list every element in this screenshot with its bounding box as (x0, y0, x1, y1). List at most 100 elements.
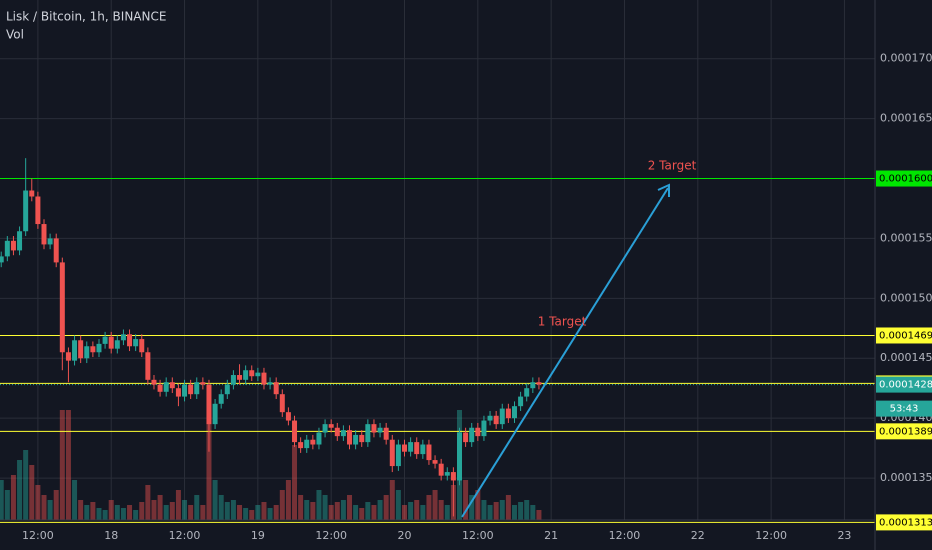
candle-body (505, 408, 511, 419)
volume-bar (175, 490, 181, 520)
candle-body (47, 238, 53, 245)
volume-bar (23, 450, 29, 520)
candle-body (408, 442, 414, 452)
volume-bar (395, 490, 401, 520)
volume-bar (444, 505, 450, 520)
volume-bar (292, 445, 298, 520)
candle-body (402, 444, 408, 452)
volume-bar (102, 510, 108, 520)
candle-body (273, 382, 279, 395)
candle-body (304, 439, 310, 449)
candle-body (206, 384, 212, 425)
price-axis (875, 0, 932, 550)
candle-body (120, 334, 126, 341)
candle-body (316, 432, 322, 445)
candle-body (230, 375, 236, 385)
x-tick-label: 12:00 (755, 529, 787, 542)
volume-bar (224, 502, 230, 520)
candle-body (157, 384, 163, 392)
volume-bar (475, 490, 481, 520)
candle-body (536, 382, 542, 385)
candle-body (511, 406, 517, 419)
candle-body (218, 394, 224, 404)
volume-bar (487, 505, 493, 520)
candle-body (175, 388, 181, 397)
candle-body (237, 375, 243, 380)
volume-bar (249, 510, 255, 520)
candle-body (487, 415, 493, 421)
volume-bar (298, 495, 304, 520)
volume-bar (163, 505, 169, 520)
x-tick-label: 12:00 (22, 529, 54, 542)
candle-body (499, 408, 505, 425)
levels-layer (0, 178, 875, 523)
x-tick-label: 21 (544, 529, 558, 542)
candle-body (151, 379, 157, 385)
volume-bar (139, 502, 145, 520)
volume-bar (90, 502, 96, 520)
volume-bar (371, 505, 377, 520)
volume-bar (145, 485, 151, 520)
volume-bar (96, 508, 102, 520)
volume-bar (218, 495, 224, 520)
volume-bar (511, 505, 517, 520)
candle-body (90, 346, 96, 353)
candle-body (444, 472, 450, 476)
candle-body (4, 240, 10, 257)
price-tag (876, 327, 932, 344)
volume-bar (212, 480, 218, 520)
volume-bar (279, 490, 285, 520)
candle-body (475, 427, 481, 437)
volume-bar (377, 500, 383, 520)
volume-bar (114, 505, 120, 520)
candle-body (65, 352, 71, 361)
candle-body (0, 256, 4, 263)
annotation: 1 Target (538, 315, 587, 329)
volume-bar (59, 410, 65, 520)
volume-bar (127, 505, 133, 520)
candle-body (340, 430, 346, 437)
volume-bar (151, 500, 157, 520)
volume-bar (29, 465, 35, 520)
x-tick-label: 12:00 (609, 529, 641, 542)
candle-body (53, 238, 59, 263)
candle-body (450, 472, 456, 481)
candle-body (279, 394, 285, 413)
volume-bar (316, 490, 322, 520)
candle-body (383, 427, 389, 440)
x-tick-label: 12:00 (462, 529, 494, 542)
candle-body (420, 444, 426, 455)
candle-body (267, 382, 273, 385)
volume-bar (365, 502, 371, 520)
x-tick-label: 18 (104, 529, 118, 542)
volume-bar (432, 490, 438, 520)
candle-body (10, 240, 16, 251)
volume-bar (206, 410, 212, 520)
volume-bar (505, 495, 511, 520)
volume-bar (188, 505, 194, 520)
candle-body (347, 430, 353, 445)
x-tick-label: 12:00 (169, 529, 201, 542)
volume-bar (469, 495, 475, 520)
volume-bar (310, 502, 316, 520)
candle-body (243, 370, 249, 380)
volume-bar (273, 505, 279, 520)
candle-body (371, 424, 377, 433)
volume-bar (267, 508, 273, 520)
candle-body (212, 403, 218, 425)
candle-body (169, 382, 175, 389)
candle-body (114, 340, 120, 349)
volume-bar (230, 500, 236, 520)
price-tag (876, 170, 932, 187)
volume-bar (169, 502, 175, 520)
volume-bar (10, 475, 16, 520)
candle-body (255, 372, 261, 377)
x-tick-label: 20 (398, 529, 412, 542)
volume-bar (53, 490, 59, 520)
candle-body (35, 196, 41, 225)
